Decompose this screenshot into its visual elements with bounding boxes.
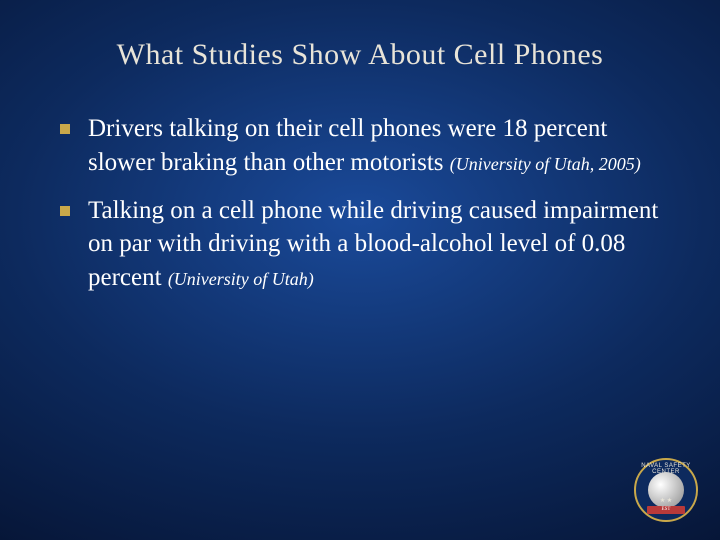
bullet-item: Drivers talking on their cell phones wer… [60, 112, 670, 180]
bullet-citation: (University of Utah, 2005) [450, 154, 641, 174]
logo-banner: EST [647, 506, 685, 514]
slide-content: Drivers talking on their cell phones wer… [0, 82, 720, 295]
slide-title: What Studies Show About Cell Phones [0, 0, 720, 82]
bullet-citation: (University of Utah) [168, 269, 314, 289]
logo-ring-icon: NAVAL SAFETY CENTER ★ ★ EST [634, 458, 698, 522]
logo-stars-icon: ★ ★ [636, 497, 696, 504]
bullet-item: Talking on a cell phone while driving ca… [60, 194, 670, 295]
bullet-square-icon [60, 124, 70, 134]
bullet-square-icon [60, 206, 70, 216]
naval-safety-center-logo: NAVAL SAFETY CENTER ★ ★ EST [634, 458, 698, 522]
slide: What Studies Show About Cell Phones Driv… [0, 0, 720, 540]
bullet-text: Talking on a cell phone while driving ca… [88, 194, 670, 295]
bullet-text: Drivers talking on their cell phones wer… [88, 112, 670, 180]
